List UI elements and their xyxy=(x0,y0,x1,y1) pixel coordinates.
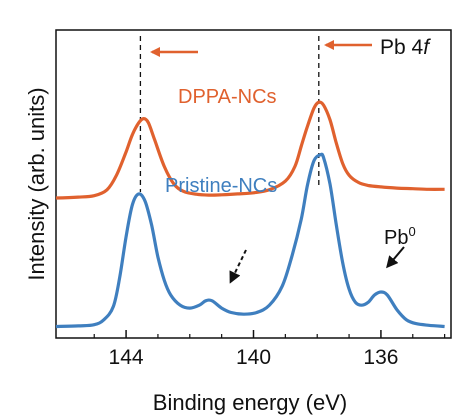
data-series xyxy=(55,100,445,329)
pb0-label: Pb0 xyxy=(384,224,416,249)
peak-guide-lines xyxy=(139,36,320,192)
pristine-label: Pristine-NCs xyxy=(165,175,277,197)
x-tick-label: 140 xyxy=(236,346,271,369)
y-axis-label: Intensity (arb. units) xyxy=(24,87,49,280)
pb4f-label: Pb 4f xyxy=(380,36,431,59)
x-axis-ticks: 144 140 136 xyxy=(93,330,446,369)
x-axis-label: Binding energy (eV) xyxy=(153,390,347,415)
series-line-pristine-ncs xyxy=(55,152,445,329)
dppa-label: DPPA-NCs xyxy=(178,86,277,108)
series-line-dppa-ncs xyxy=(55,100,445,200)
pb0-arrow-high xyxy=(386,246,405,269)
x-tick-label: 144 xyxy=(109,346,144,369)
x-tick-label: 136 xyxy=(363,346,398,369)
pb0-arrow-low xyxy=(229,249,247,284)
